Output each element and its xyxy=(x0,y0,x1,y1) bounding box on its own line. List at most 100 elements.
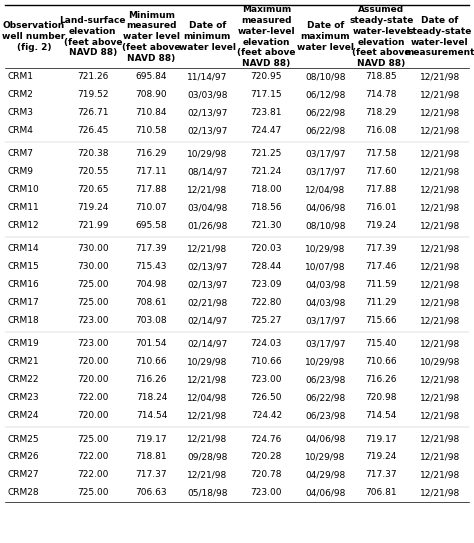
Text: 04/29/98: 04/29/98 xyxy=(305,470,346,479)
Text: 714.54: 714.54 xyxy=(136,411,167,420)
Text: 02/13/97: 02/13/97 xyxy=(187,280,228,289)
Text: 719.17: 719.17 xyxy=(136,434,167,444)
Text: 12/21/98: 12/21/98 xyxy=(420,108,460,117)
Text: 723.00: 723.00 xyxy=(77,339,109,349)
Text: 09/28/98: 09/28/98 xyxy=(187,452,228,462)
Text: 715.43: 715.43 xyxy=(136,262,167,272)
Text: 711.29: 711.29 xyxy=(365,298,397,307)
Text: Date of
steady-state
water-level
measurement: Date of steady-state water-level measure… xyxy=(405,16,474,57)
Text: CRM18: CRM18 xyxy=(7,316,39,325)
Text: 720.98: 720.98 xyxy=(365,393,397,402)
Text: 12/04/98: 12/04/98 xyxy=(187,393,228,402)
Text: 718.85: 718.85 xyxy=(365,72,397,81)
Text: 06/22/98: 06/22/98 xyxy=(305,108,346,117)
Text: CRM15: CRM15 xyxy=(7,262,39,272)
Text: 725.00: 725.00 xyxy=(77,298,109,307)
Text: 08/10/98: 08/10/98 xyxy=(305,221,346,230)
Text: CRM23: CRM23 xyxy=(7,393,39,402)
Text: CRM3: CRM3 xyxy=(7,108,33,117)
Text: Date of
maximum
water level: Date of maximum water level xyxy=(297,21,354,52)
Text: 12/21/98: 12/21/98 xyxy=(420,488,460,497)
Text: 02/14/97: 02/14/97 xyxy=(187,316,228,325)
Text: 12/21/98: 12/21/98 xyxy=(187,244,228,254)
Text: 03/17/97: 03/17/97 xyxy=(305,167,346,176)
Text: CRM17: CRM17 xyxy=(7,298,39,307)
Text: 12/21/98: 12/21/98 xyxy=(420,72,460,81)
Text: CRM19: CRM19 xyxy=(7,339,39,349)
Text: 08/10/98: 08/10/98 xyxy=(305,72,346,81)
Text: 02/14/97: 02/14/97 xyxy=(187,339,228,349)
Text: 10/29/98: 10/29/98 xyxy=(305,357,346,367)
Text: 714.54: 714.54 xyxy=(365,411,397,420)
Text: 720.65: 720.65 xyxy=(77,185,109,194)
Text: CRM9: CRM9 xyxy=(7,167,33,176)
Text: 724.42: 724.42 xyxy=(251,411,282,420)
Text: 714.78: 714.78 xyxy=(365,90,397,99)
Text: 04/06/98: 04/06/98 xyxy=(305,434,346,444)
Text: 725.00: 725.00 xyxy=(77,280,109,289)
Text: 706.63: 706.63 xyxy=(136,488,167,497)
Text: 12/21/98: 12/21/98 xyxy=(420,316,460,325)
Text: CRM16: CRM16 xyxy=(7,280,39,289)
Text: CRM14: CRM14 xyxy=(7,244,39,254)
Text: 12/21/98: 12/21/98 xyxy=(420,221,460,230)
Text: 02/13/97: 02/13/97 xyxy=(187,126,228,135)
Text: 02/21/98: 02/21/98 xyxy=(187,298,228,307)
Text: 722.00: 722.00 xyxy=(77,470,109,479)
Text: 730.00: 730.00 xyxy=(77,262,109,272)
Text: 695.58: 695.58 xyxy=(136,221,167,230)
Text: 718.56: 718.56 xyxy=(251,203,282,212)
Text: 12/21/98: 12/21/98 xyxy=(187,470,228,479)
Text: 720.03: 720.03 xyxy=(251,244,282,254)
Text: CRM21: CRM21 xyxy=(7,357,39,367)
Text: 03/17/97: 03/17/97 xyxy=(305,316,346,325)
Text: 716.26: 716.26 xyxy=(365,375,397,384)
Text: 723.09: 723.09 xyxy=(251,280,282,289)
Text: CRM2: CRM2 xyxy=(7,90,33,99)
Text: 12/21/98: 12/21/98 xyxy=(420,185,460,194)
Text: 12/21/98: 12/21/98 xyxy=(420,203,460,212)
Text: 721.99: 721.99 xyxy=(77,221,109,230)
Text: CRM27: CRM27 xyxy=(7,470,39,479)
Text: 719.24: 719.24 xyxy=(365,452,397,462)
Text: 716.08: 716.08 xyxy=(365,126,397,135)
Text: 12/21/98: 12/21/98 xyxy=(420,126,460,135)
Text: 06/22/98: 06/22/98 xyxy=(305,393,346,402)
Text: 03/03/98: 03/03/98 xyxy=(187,90,228,99)
Text: 717.37: 717.37 xyxy=(136,470,167,479)
Text: CRM22: CRM22 xyxy=(7,375,38,384)
Text: 12/21/98: 12/21/98 xyxy=(420,434,460,444)
Text: 717.46: 717.46 xyxy=(365,262,397,272)
Text: 12/21/98: 12/21/98 xyxy=(420,262,460,272)
Text: 722.00: 722.00 xyxy=(77,393,109,402)
Text: 722.00: 722.00 xyxy=(77,452,109,462)
Text: 02/13/97: 02/13/97 xyxy=(187,108,228,117)
Text: 726.45: 726.45 xyxy=(77,126,109,135)
Text: 04/06/98: 04/06/98 xyxy=(305,488,346,497)
Text: 710.66: 710.66 xyxy=(251,357,282,367)
Text: 12/04/98: 12/04/98 xyxy=(305,185,346,194)
Text: 03/17/97: 03/17/97 xyxy=(305,149,346,159)
Text: 710.84: 710.84 xyxy=(136,108,167,117)
Text: 716.01: 716.01 xyxy=(365,203,397,212)
Text: 728.44: 728.44 xyxy=(251,262,282,272)
Text: 724.47: 724.47 xyxy=(251,126,282,135)
Text: 12/21/98: 12/21/98 xyxy=(420,452,460,462)
Text: 12/21/98: 12/21/98 xyxy=(420,375,460,384)
Text: 717.37: 717.37 xyxy=(365,470,397,479)
Text: 717.58: 717.58 xyxy=(365,149,397,159)
Text: 724.76: 724.76 xyxy=(251,434,282,444)
Text: 718.24: 718.24 xyxy=(136,393,167,402)
Text: 12/21/98: 12/21/98 xyxy=(420,298,460,307)
Text: Minimum
measured
water level
(feet above
NAVD 88): Minimum measured water level (feet above… xyxy=(122,11,181,62)
Text: 721.24: 721.24 xyxy=(251,167,282,176)
Text: CRM10: CRM10 xyxy=(7,185,39,194)
Text: 717.88: 717.88 xyxy=(136,185,167,194)
Text: 703.08: 703.08 xyxy=(136,316,167,325)
Text: 717.15: 717.15 xyxy=(251,90,282,99)
Text: 708.61: 708.61 xyxy=(136,298,167,307)
Text: CRM4: CRM4 xyxy=(7,126,33,135)
Text: 717.39: 717.39 xyxy=(365,244,397,254)
Text: 12/21/98: 12/21/98 xyxy=(187,185,228,194)
Text: 723.81: 723.81 xyxy=(251,108,282,117)
